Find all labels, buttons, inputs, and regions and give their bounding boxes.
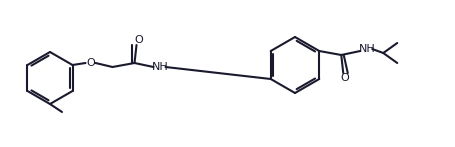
- Text: O: O: [340, 73, 349, 83]
- Text: O: O: [86, 58, 95, 68]
- Text: NH: NH: [358, 44, 375, 54]
- Text: NH: NH: [152, 62, 168, 72]
- Text: O: O: [134, 35, 142, 45]
